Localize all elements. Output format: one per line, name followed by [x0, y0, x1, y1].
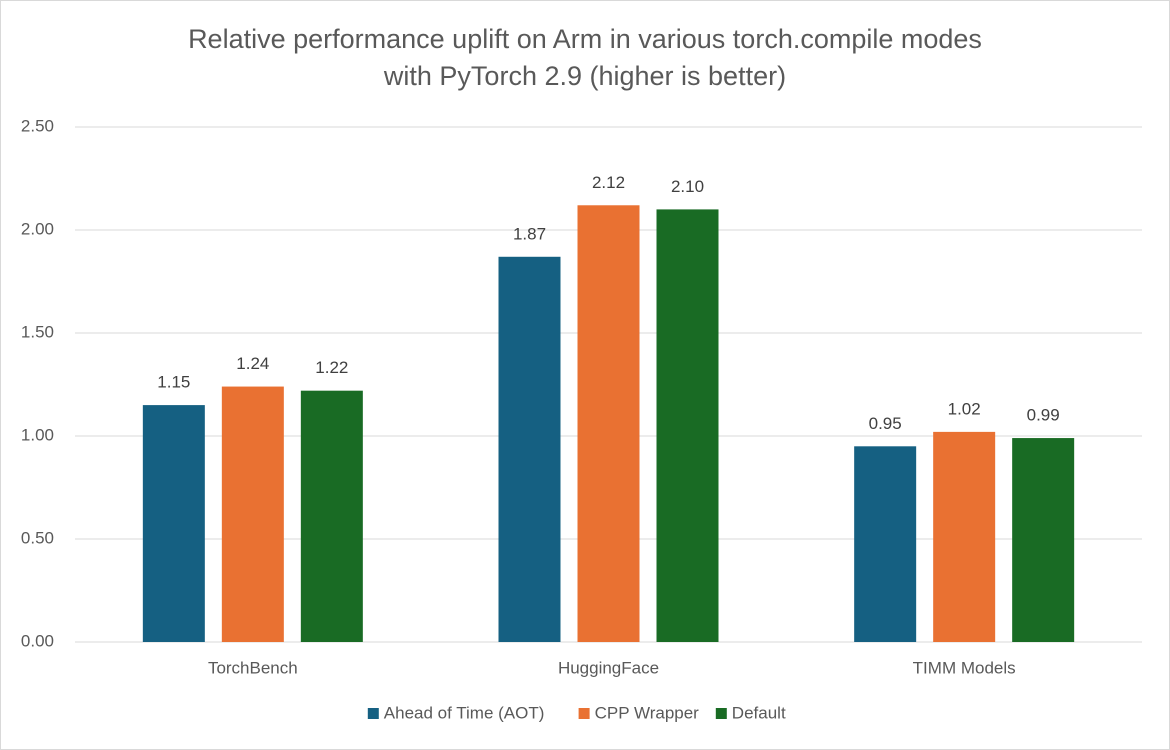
bar [854, 446, 917, 642]
x-tick-label: TIMM Models [913, 658, 1016, 677]
bar [577, 205, 640, 642]
bar [656, 209, 719, 642]
x-tick-label: TorchBench [208, 658, 298, 677]
legend-swatch [715, 708, 727, 719]
bar [142, 405, 205, 642]
bar [221, 386, 284, 642]
bar [1012, 438, 1075, 642]
chart-subtitle: with PyTorch 2.9 (higher is better) [383, 61, 786, 91]
y-tick-label: 2.00 [21, 219, 54, 238]
chart-title: Relative performance uplift on Arm in va… [188, 24, 982, 54]
data-label: 1.22 [315, 358, 348, 377]
data-label: 2.12 [592, 173, 625, 192]
y-tick-label: 1.00 [21, 425, 54, 444]
data-label: 1.87 [513, 224, 546, 243]
data-label: 1.15 [157, 373, 190, 392]
legend-swatch [367, 708, 379, 719]
legend-swatch [578, 708, 590, 719]
data-label: 1.24 [236, 354, 269, 373]
bar [300, 390, 363, 642]
legend-label: Default [732, 703, 786, 722]
y-tick-label: 0.00 [21, 631, 54, 650]
data-label: 2.10 [671, 177, 704, 196]
legend-label: Ahead of Time (AOT) [384, 703, 545, 722]
data-label: 1.02 [948, 399, 981, 418]
data-label: 0.99 [1027, 406, 1060, 425]
y-tick-label: 2.50 [21, 116, 54, 135]
bar [498, 256, 561, 642]
data-label: 0.95 [869, 414, 902, 433]
y-tick-label: 0.50 [21, 528, 54, 547]
x-tick-label: HuggingFace [558, 658, 659, 677]
legend-label: CPP Wrapper [595, 703, 700, 722]
y-tick-label: 1.50 [21, 322, 54, 341]
bar [933, 431, 996, 642]
